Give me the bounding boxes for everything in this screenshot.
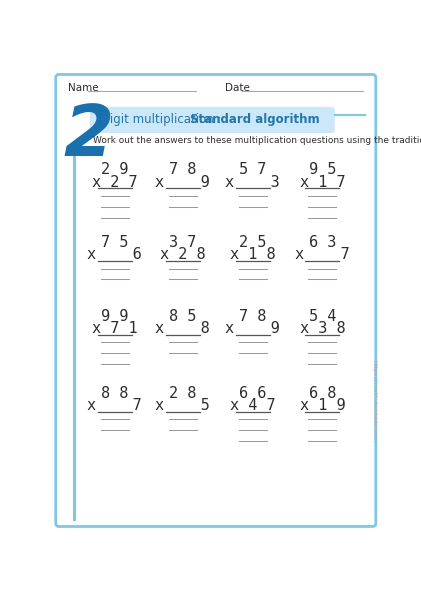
Text: x 7 1: x 7 1 [92,321,137,336]
Text: 5 4: 5 4 [309,309,336,324]
Text: x    5: x 5 [155,398,210,413]
Text: 6 6: 6 6 [239,386,266,401]
Text: 2 9: 2 9 [101,162,128,177]
Text: 2 5: 2 5 [239,235,266,250]
Text: Date: Date [225,83,250,93]
Text: x 2 7: x 2 7 [92,175,137,190]
Text: x 1 7: x 1 7 [299,175,345,190]
Text: 6 8: 6 8 [309,386,336,401]
Text: x 4 7: x 4 7 [230,398,275,413]
Text: x    7: x 7 [295,247,350,262]
Text: x    6: x 6 [87,247,142,262]
Text: 2 8: 2 8 [169,386,197,401]
Text: Standard algorithm: Standard algorithm [190,114,320,126]
Text: x    9: x 9 [155,175,210,190]
Text: 7 8: 7 8 [239,309,266,324]
Text: 8 8: 8 8 [101,386,128,401]
Text: 8 5: 8 5 [169,309,197,324]
Text: x 2 8: x 2 8 [160,247,205,262]
Text: 7 5: 7 5 [101,235,128,250]
Text: x 1 8: x 1 8 [230,247,275,262]
Text: Work out the answers to these multiplication questions using the traditional met: Work out the answers to these multiplica… [93,136,421,145]
Text: x    7: x 7 [87,398,142,413]
Text: Name: Name [68,83,99,93]
Text: 2: 2 [64,102,114,171]
Text: 9 9: 9 9 [101,309,128,324]
FancyBboxPatch shape [90,107,335,133]
Text: 3 7: 3 7 [169,235,197,250]
FancyBboxPatch shape [56,74,376,527]
Text: https://mathskoolade.com: https://mathskoolade.com [371,360,376,443]
Text: x    3: x 3 [225,175,280,190]
Text: 7 8: 7 8 [169,162,197,177]
Text: x 3 8: x 3 8 [299,321,345,336]
Text: x 1 9: x 1 9 [299,398,345,413]
Text: 9 5: 9 5 [309,162,336,177]
Text: 6 3: 6 3 [309,235,336,250]
Text: x    8: x 8 [155,321,210,336]
Text: 5 7: 5 7 [239,162,266,177]
Text: x    9: x 9 [225,321,280,336]
Text: -digit multiplication :: -digit multiplication : [99,114,226,126]
